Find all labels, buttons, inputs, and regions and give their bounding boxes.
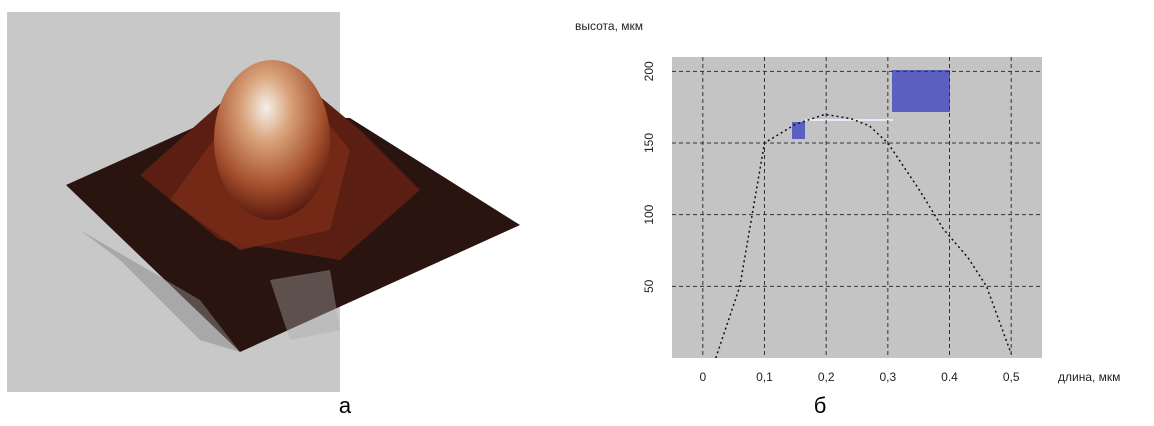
annotation-box <box>892 70 950 112</box>
y-tick-label: 50 <box>642 279 656 293</box>
x-tick-label: 0 <box>699 370 706 384</box>
figure: высота, мкм длина, мкм а б 50 100 150 200 0 0… <box>0 0 1154 421</box>
y-tick-label: 150 <box>642 133 656 153</box>
y-tick-label: 200 <box>642 61 656 81</box>
x-tick-label: 0,1 <box>756 370 773 384</box>
x-tick-label: 0.4 <box>941 370 958 384</box>
caption: б <box>814 393 827 418</box>
x-axis-label: длина, мкм <box>1058 370 1120 384</box>
caption: а <box>339 393 352 418</box>
plot-area <box>672 57 1042 358</box>
y-axis-label: высота, мкм <box>575 19 643 33</box>
afm-image <box>7 12 520 392</box>
y-tick-label: 100 <box>642 204 656 224</box>
x-tick-label: 0,5 <box>1003 370 1020 384</box>
x-tick-label: 0,3 <box>879 370 896 384</box>
x-tick-label: 0,2 <box>818 370 835 384</box>
